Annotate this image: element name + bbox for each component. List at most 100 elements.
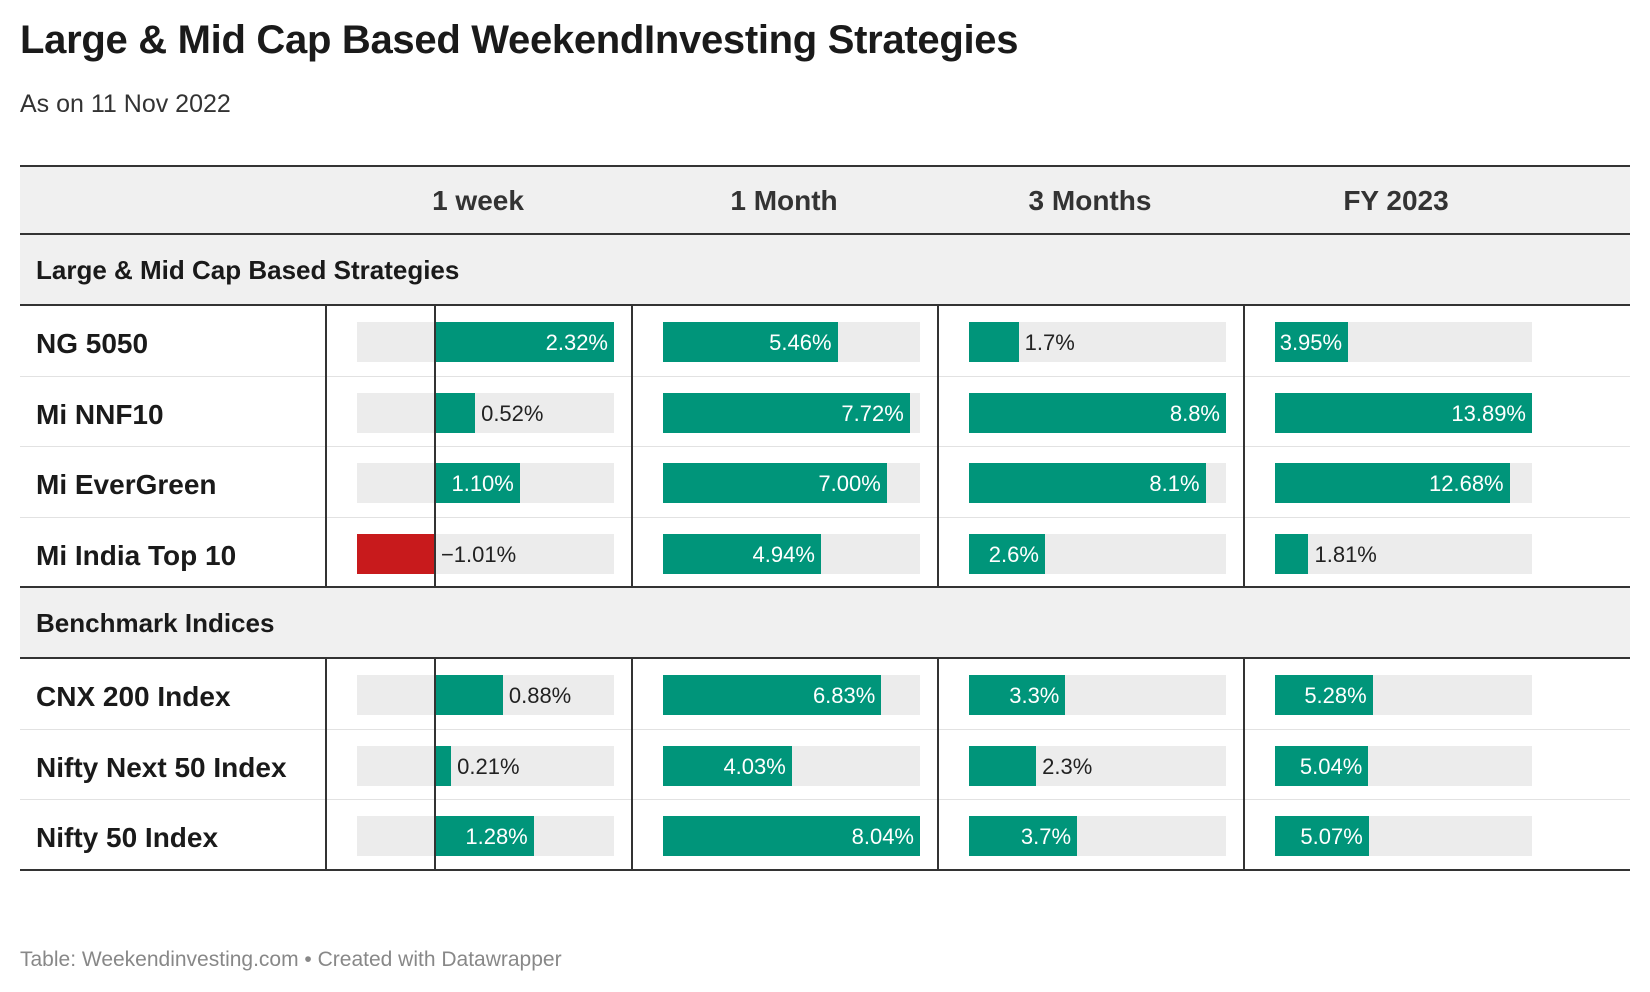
column-divider bbox=[631, 659, 633, 871]
value-label: 6.83% bbox=[812, 683, 876, 708]
value-label: 1.7% bbox=[1024, 330, 1075, 355]
row-label: Mi India Top 10 bbox=[36, 539, 237, 571]
table-row-ng-5050: NG 5050 2.32% 5.46% 1.7% 3.95% bbox=[20, 306, 1630, 377]
bar-1-week bbox=[434, 322, 614, 362]
value-label: 8.1% bbox=[1149, 471, 1200, 496]
bar-track: 5.04% bbox=[1275, 745, 1532, 786]
bar-1-week bbox=[434, 745, 452, 786]
bar-3-months bbox=[969, 533, 1045, 574]
row-label: NG 5050 bbox=[36, 328, 149, 359]
bar-track: 0.88% bbox=[357, 675, 614, 715]
bar-1-month bbox=[663, 463, 887, 503]
value-label: 2.3% bbox=[1042, 753, 1093, 779]
bar-track: 1.81% bbox=[1275, 533, 1532, 574]
value-label: 1.10% bbox=[451, 471, 514, 496]
value-label: 5.07% bbox=[1300, 824, 1363, 849]
bar-fy-2023 bbox=[1275, 675, 1373, 715]
group-label: Benchmark Indices bbox=[36, 608, 275, 638]
bar-track: 4.94% bbox=[663, 533, 920, 574]
bar-1-month bbox=[663, 675, 882, 715]
value-label: −1.01% bbox=[440, 541, 517, 567]
row-label: Nifty 50 Index bbox=[36, 822, 219, 853]
bar-1-month bbox=[663, 322, 838, 362]
table-row-cnx-200-index: CNX 200 Index 0.88% 6.83% 3.3% 5.28% bbox=[20, 659, 1630, 730]
bar-track: 0.21% bbox=[357, 745, 614, 786]
column-divider bbox=[937, 306, 939, 588]
bar-3-months bbox=[969, 392, 1226, 433]
bar-3-months bbox=[969, 463, 1206, 503]
value-label: 0.52% bbox=[481, 400, 544, 426]
bar-track: −1.01% bbox=[357, 533, 614, 574]
value-label: 2.6% bbox=[988, 541, 1039, 567]
row-label: Nifty Next 50 Index bbox=[36, 751, 287, 783]
bar-fy-2023 bbox=[1275, 533, 1309, 574]
column-header-3-months: 3 Months bbox=[1028, 185, 1152, 216]
bar-fy-2023 bbox=[1275, 322, 1349, 362]
table-row-mi-evergreen: Mi EverGreen 1.10% 7.00% 8.1% 12.68% bbox=[20, 447, 1630, 518]
bar-3-months bbox=[969, 816, 1078, 856]
value-label: 3.7% bbox=[1020, 824, 1072, 849]
bar-1-week bbox=[434, 392, 476, 433]
column-divider bbox=[937, 659, 939, 871]
value-label: 0.88% bbox=[508, 683, 572, 708]
bar-track: 0.52% bbox=[357, 392, 614, 433]
group-header-benchmark-indices: Benchmark Indices bbox=[20, 588, 1630, 659]
bar-track: 3.3% bbox=[969, 675, 1226, 715]
table-row-mi-india-top-10: Mi India Top 10 −1.01% 4.94% 2.6% 1.81% bbox=[20, 518, 1630, 588]
value-label: 7.72% bbox=[841, 400, 904, 426]
column-header-1-week: 1 week bbox=[432, 185, 524, 216]
table-row-nifty-50-index: Nifty 50 Index 1.28% 8.04% 3.7% 5.07% bbox=[20, 800, 1630, 871]
group-label: Large & Mid Cap Based Strategies bbox=[36, 255, 460, 285]
bar-track: 2.3% bbox=[969, 745, 1226, 786]
bar-3-months bbox=[969, 745, 1037, 786]
bar-track: 5.07% bbox=[1275, 816, 1532, 856]
value-label: 2.32% bbox=[545, 330, 608, 355]
bar-fy-2023 bbox=[1275, 816, 1369, 856]
bar-3-months bbox=[969, 675, 1066, 715]
column-divider bbox=[325, 306, 327, 588]
row-label: CNX 200 Index bbox=[36, 681, 231, 712]
chart-title: Large & Mid Cap Based WeekendInvesting S… bbox=[20, 18, 1019, 62]
bar-1-week bbox=[434, 675, 503, 715]
group-header-large-mid-cap-based-strategies: Large & Mid Cap Based Strategies bbox=[20, 235, 1630, 306]
column-header-fy-2023: FY 2023 bbox=[1343, 185, 1449, 216]
value-label: 3.3% bbox=[1009, 683, 1060, 708]
bar-3-months bbox=[969, 322, 1019, 362]
bar-fy-2023 bbox=[1275, 463, 1510, 503]
bar-track: 13.89% bbox=[1275, 392, 1532, 433]
bar-fy-2023 bbox=[1275, 745, 1369, 786]
bar-track: 1.28% bbox=[357, 816, 614, 856]
value-label: 8.8% bbox=[1169, 400, 1220, 426]
bar-track: 3.95% bbox=[1275, 322, 1532, 362]
bar-track: 3.7% bbox=[969, 816, 1226, 856]
zero-axis-line bbox=[433, 659, 436, 871]
value-label: 7.00% bbox=[818, 471, 881, 496]
value-label: 3.95% bbox=[1279, 330, 1343, 355]
bar-track: 2.32% bbox=[357, 322, 614, 362]
table-row-mi-nnf10: Mi NNF10 0.52% 7.72% 8.8% 13.89% bbox=[20, 377, 1630, 447]
bar-1-month bbox=[663, 533, 821, 574]
source-footer: Table: Weekendinvesting.com • Created wi… bbox=[20, 948, 562, 971]
bar-1-week bbox=[434, 463, 520, 503]
value-label: 1.28% bbox=[465, 824, 528, 849]
value-label: 5.28% bbox=[1304, 683, 1367, 708]
bar-1-week bbox=[357, 533, 435, 574]
chart-subtitle: As on 11 Nov 2022 bbox=[20, 90, 231, 118]
value-label: 1.81% bbox=[1314, 541, 1377, 567]
table-row-nifty-next-50-index: Nifty Next 50 Index 0.21% 4.03% 2.3% 5.04% bbox=[20, 730, 1630, 800]
bar-1-month bbox=[663, 816, 920, 856]
bar-fy-2023 bbox=[1275, 392, 1532, 433]
bar-1-month bbox=[663, 392, 910, 433]
column-divider bbox=[631, 306, 633, 588]
bar-1-week bbox=[434, 816, 534, 856]
bar-track: 12.68% bbox=[1275, 463, 1532, 503]
column-divider bbox=[325, 659, 327, 871]
value-label: 5.46% bbox=[769, 330, 832, 355]
table-header: 1 week 1 Month 3 Months FY 2023 bbox=[20, 165, 1630, 235]
bar-track: 6.83% bbox=[663, 675, 920, 715]
value-label: 13.89% bbox=[1451, 400, 1526, 426]
column-header-1-month: 1 Month bbox=[730, 185, 838, 216]
bar-track: 1.7% bbox=[969, 322, 1226, 362]
bar-track: 7.00% bbox=[663, 463, 920, 503]
row-label: Mi NNF10 bbox=[36, 398, 164, 430]
